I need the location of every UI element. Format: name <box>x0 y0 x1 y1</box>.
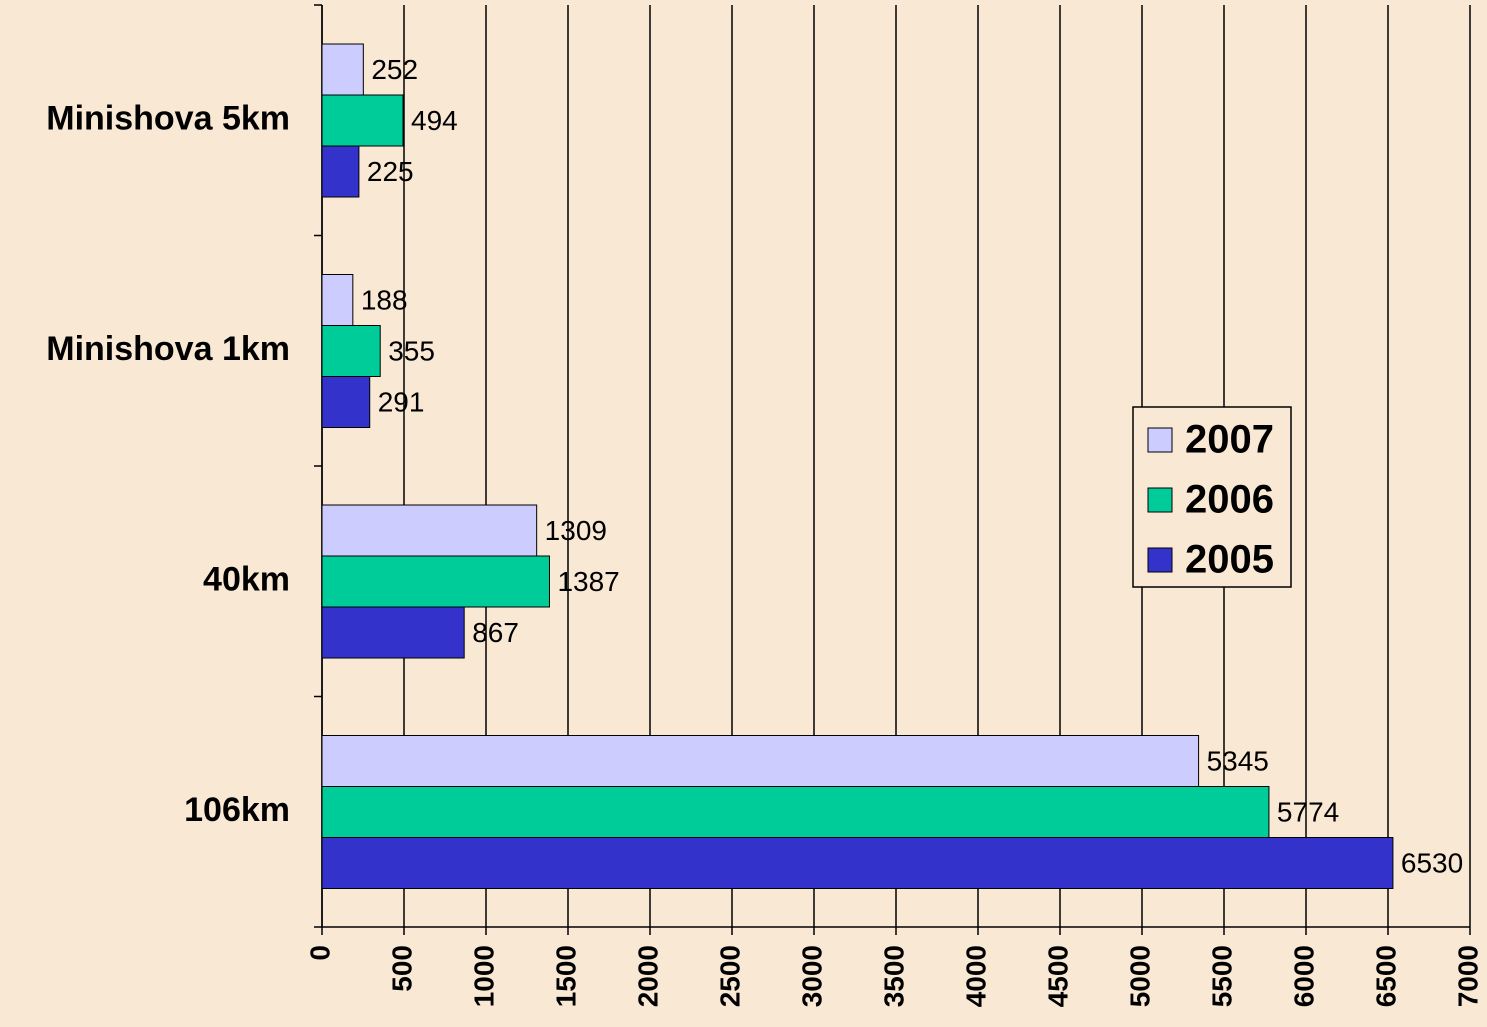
value-label: 5345 <box>1207 745 1269 776</box>
bar <box>321 837 1394 889</box>
value-label: 867 <box>472 617 519 648</box>
legend-swatch <box>1147 427 1173 453</box>
bar <box>321 376 371 428</box>
x-tick-label: 2500 <box>714 945 745 1007</box>
x-tick-label: 2000 <box>632 945 663 1007</box>
legend-swatch <box>1147 547 1173 573</box>
x-tick-label: 5000 <box>1124 945 1155 1007</box>
x-tick-label: 1000 <box>468 945 499 1007</box>
x-tick-label: 4000 <box>960 945 991 1007</box>
value-label: 494 <box>411 105 458 136</box>
x-tick-label: 1500 <box>550 945 581 1007</box>
bar <box>321 786 1270 838</box>
bar <box>321 43 364 96</box>
value-label: 1387 <box>557 566 619 597</box>
category-label: Minishova 5km <box>46 99 290 137</box>
x-tick-label: 0 <box>304 945 335 961</box>
value-label: 225 <box>367 156 414 187</box>
category-label: Minishova 1km <box>46 330 290 368</box>
legend-label: 2007 <box>1185 418 1274 462</box>
bar <box>321 555 550 608</box>
bar <box>321 274 354 326</box>
value-label: 6530 <box>1401 847 1463 878</box>
bar <box>321 145 360 198</box>
legend: 2007 2006 2005 <box>1132 406 1292 588</box>
category-label: 40km <box>203 560 290 598</box>
value-label: 1309 <box>545 515 607 546</box>
x-tick-label: 3000 <box>796 945 827 1007</box>
value-label: 188 <box>361 284 408 315</box>
x-tick-label: 7000 <box>1452 945 1483 1007</box>
value-label: 291 <box>378 386 425 417</box>
bar <box>321 94 404 147</box>
legend-swatch <box>1147 487 1173 513</box>
legend-label: 2006 <box>1185 478 1274 522</box>
category-label: 106km <box>184 791 290 829</box>
x-tick-label: 5500 <box>1206 945 1237 1007</box>
bar <box>321 504 538 557</box>
value-label: 5774 <box>1277 796 1339 827</box>
value-label: 355 <box>388 335 435 366</box>
x-tick-label: 4500 <box>1042 945 1073 1007</box>
bar <box>321 735 1200 787</box>
x-tick-label: 3500 <box>878 945 909 1007</box>
bar <box>321 325 381 377</box>
x-tick-label: 500 <box>386 945 417 992</box>
value-label: 252 <box>371 54 418 85</box>
bar <box>321 606 465 659</box>
legend-label: 2005 <box>1185 538 1274 582</box>
x-tick-label: 6000 <box>1288 945 1319 1007</box>
x-tick-label: 6500 <box>1370 945 1401 1007</box>
